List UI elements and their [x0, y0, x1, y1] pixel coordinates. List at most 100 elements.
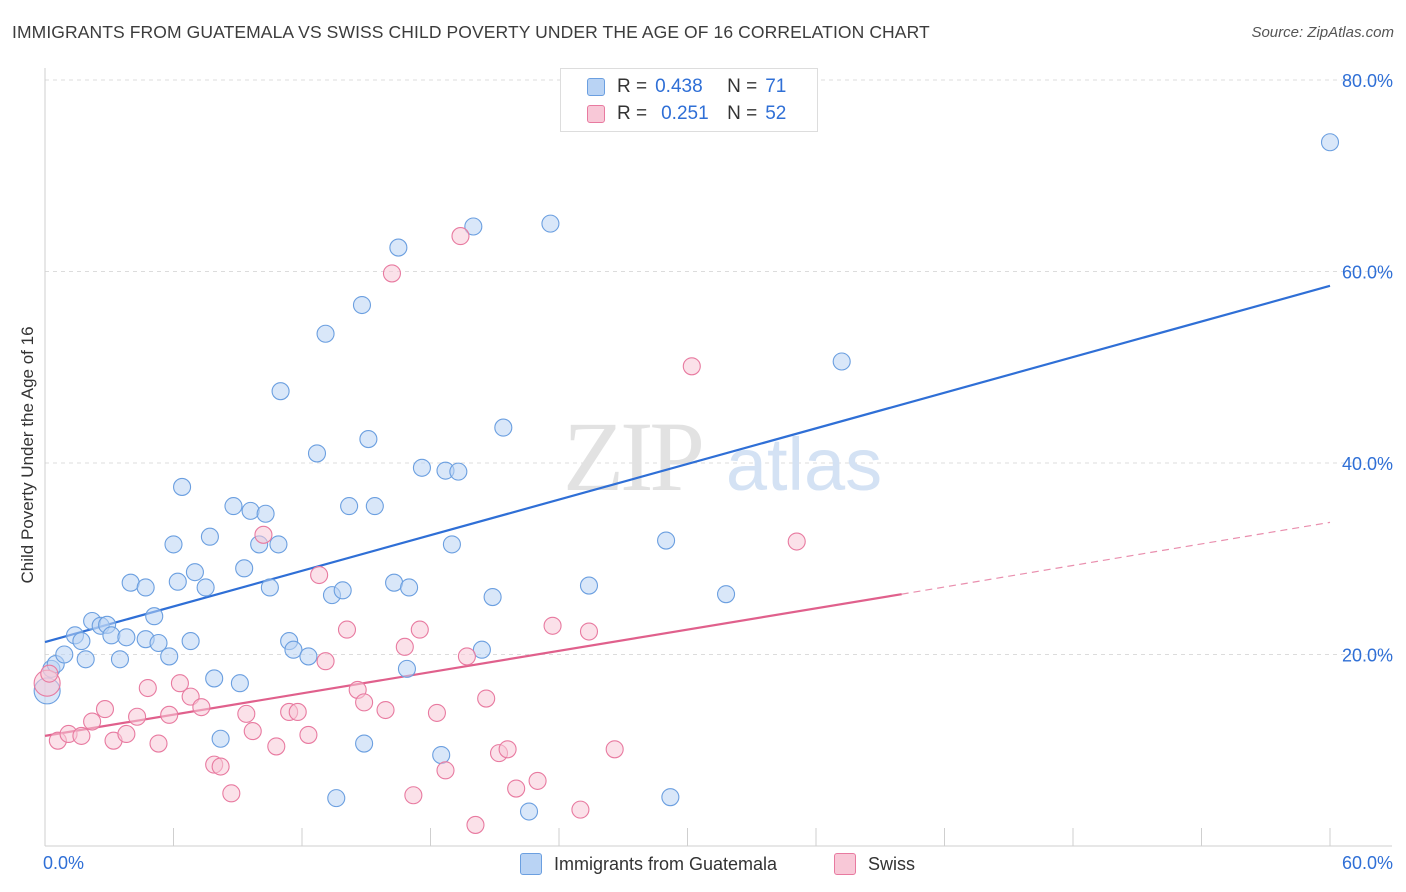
point-swiss	[237, 704, 256, 723]
gridlines	[45, 79, 1392, 655]
point-guatemala	[657, 531, 676, 550]
point-guatemala	[205, 669, 224, 688]
legend-row-swiss: R = 0.251 N = 52	[587, 102, 786, 126]
point-swiss	[211, 757, 230, 776]
point-swiss	[466, 815, 485, 834]
point-swiss	[404, 786, 423, 805]
legend-r-label: R =	[617, 103, 648, 124]
point-guatemala	[333, 581, 352, 600]
point-swiss	[498, 740, 517, 759]
point-swiss	[579, 622, 599, 641]
point-swiss	[427, 703, 446, 722]
point-guatemala	[256, 504, 275, 523]
point-swiss	[605, 740, 624, 759]
point-swiss	[316, 652, 335, 671]
point-swiss	[128, 707, 147, 726]
legend-r-label: R =	[617, 76, 648, 97]
point-swiss	[457, 647, 476, 666]
point-guatemala	[173, 477, 192, 496]
point-guatemala	[397, 659, 416, 678]
point-swiss	[243, 722, 262, 741]
source-label: Source: ZipAtlas.com	[1251, 24, 1394, 41]
y-tick-label: 40.0%	[1342, 454, 1393, 474]
watermark-zip: ZIP	[563, 401, 701, 512]
point-guatemala	[494, 418, 513, 437]
point-swiss	[376, 700, 395, 720]
point-swiss	[477, 689, 496, 708]
point-swiss	[149, 734, 168, 753]
point-guatemala	[117, 628, 136, 647]
y-tick-label: 60.0%	[1342, 263, 1393, 283]
point-swiss	[288, 702, 307, 722]
point-guatemala	[149, 633, 168, 653]
point-guatemala	[355, 734, 374, 753]
point-guatemala	[72, 632, 91, 651]
legend-n-value: 71	[765, 76, 787, 97]
bottom-legend-swatch-guatemala	[520, 853, 542, 875]
point-swiss	[337, 620, 357, 639]
point-guatemala	[327, 789, 346, 808]
point-guatemala	[316, 324, 335, 343]
point-swiss	[528, 771, 547, 790]
point-guatemala	[271, 382, 290, 401]
stats-legend: R = 0.438 N = 71 R = 0.251 N = 52	[560, 68, 818, 132]
point-guatemala	[164, 535, 183, 554]
point-guatemala	[832, 352, 851, 371]
point-guatemala	[284, 640, 303, 659]
point-guatemala	[483, 587, 502, 607]
x-tick-label: 0.0%	[43, 853, 84, 873]
point-guatemala	[76, 650, 95, 669]
bottom-legend-label-guatemala: Immigrants from Guatemala	[554, 853, 778, 874]
point-guatemala	[299, 647, 318, 666]
point-swiss	[682, 357, 701, 376]
point-guatemala	[716, 585, 736, 604]
point-swiss	[395, 637, 414, 656]
point-guatemala	[400, 578, 419, 597]
point-guatemala	[211, 729, 230, 748]
point-guatemala	[185, 563, 204, 582]
legend-r-value: 0.251	[661, 103, 709, 124]
point-swiss	[382, 264, 402, 283]
point-guatemala	[235, 559, 254, 578]
bottom-legend-guatemala: Immigrants from Guatemala	[520, 851, 777, 877]
point-guatemala	[442, 535, 461, 554]
legend-n-label: N =	[727, 76, 758, 97]
point-guatemala	[230, 674, 249, 693]
point-guatemala	[241, 501, 260, 520]
point-swiss	[40, 664, 59, 683]
point-swiss	[95, 700, 115, 719]
y-tick-label: 20.0%	[1342, 646, 1393, 666]
point-guatemala	[464, 217, 483, 236]
point-guatemala	[160, 647, 179, 666]
point-guatemala	[412, 458, 431, 477]
point-guatemala	[340, 497, 359, 516]
point-guatemala	[145, 607, 164, 626]
point-guatemala	[168, 572, 187, 591]
point-guatemala	[389, 238, 408, 257]
trend-line-swiss	[44, 593, 902, 737]
legend-swatch-swiss	[587, 105, 605, 123]
point-swiss	[543, 616, 562, 635]
point-guatemala	[136, 578, 155, 597]
point-swiss	[138, 678, 157, 698]
point-guatemala	[1320, 133, 1340, 152]
trend-extension-swiss	[901, 521, 1331, 595]
point-guatemala	[224, 497, 243, 516]
point-guatemala	[541, 214, 560, 233]
point-swiss	[355, 693, 374, 712]
legend-n-label: N =	[727, 103, 758, 124]
point-guatemala	[55, 645, 74, 664]
x-tick-label: 60.0%	[1342, 853, 1393, 873]
point-guatemala	[102, 626, 121, 645]
legend-swatch-guatemala	[587, 78, 605, 96]
bottom-legend-swatch-swiss	[834, 853, 856, 875]
point-guatemala	[110, 650, 130, 669]
point-swiss	[310, 565, 329, 585]
point-swiss	[410, 620, 429, 639]
point-swiss	[72, 726, 91, 745]
watermark-atlas: atlas	[726, 423, 882, 506]
legend-n-value: 52	[765, 103, 787, 124]
legend-r-value: 0.438	[655, 76, 703, 97]
point-guatemala	[365, 497, 384, 516]
